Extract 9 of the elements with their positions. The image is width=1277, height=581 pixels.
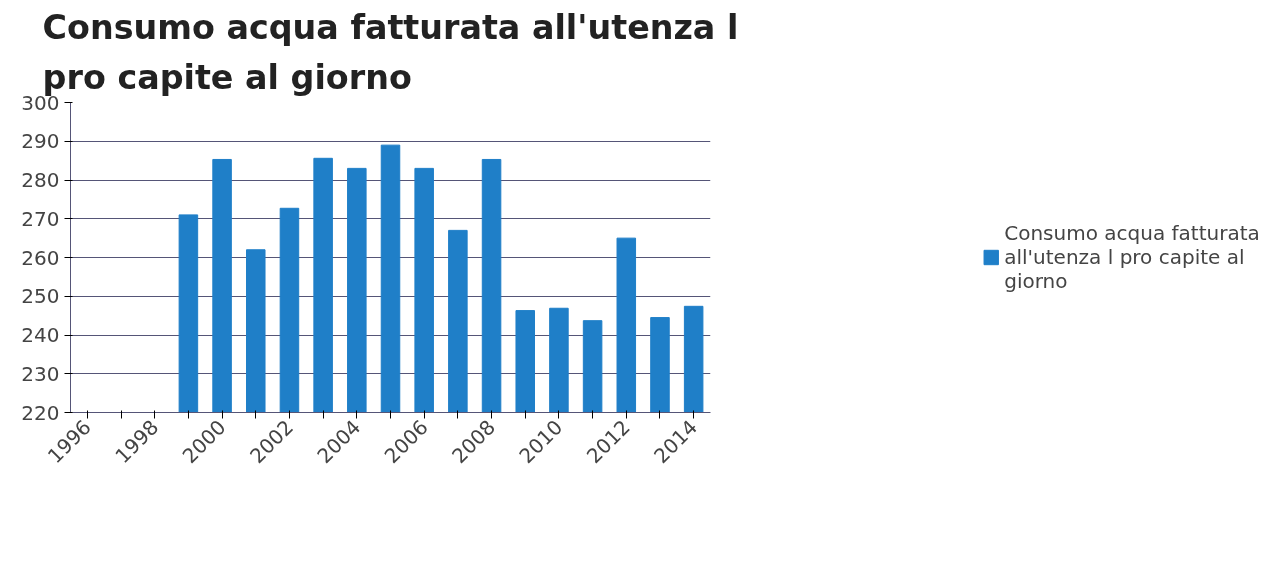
y-tick-label: 220 (21, 400, 60, 425)
y-tick-label: 260 (21, 245, 60, 270)
y-tick-label: 290 (21, 129, 60, 154)
y-tick-label: 230 (21, 361, 60, 386)
y-tick-label: 250 (21, 284, 60, 309)
y-tick-label: 240 (21, 323, 60, 347)
y-tick-label: 270 (21, 206, 60, 231)
legend-label: Consumo acqua fatturata all'utenza l pro capite al giorno (1004, 221, 1260, 293)
y-tick-label: 280 (21, 168, 60, 192)
